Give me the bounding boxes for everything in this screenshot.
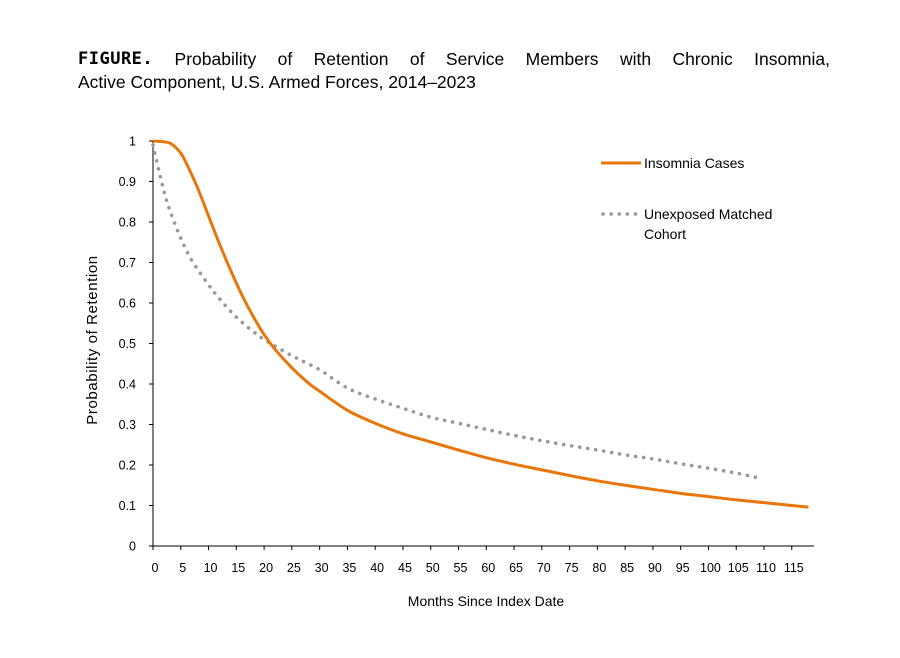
title-word: Members bbox=[525, 49, 599, 69]
title-word: Service bbox=[445, 49, 505, 69]
y-tick-label: 0.9 bbox=[119, 175, 136, 189]
y-tick-label: 0.5 bbox=[119, 337, 136, 351]
y-tick-label: 0.8 bbox=[119, 216, 136, 230]
legend-label-cohort: Unexposed Matched Cohort bbox=[644, 206, 772, 242]
y-tick-label: 0 bbox=[129, 540, 136, 554]
x-tick-label: 70 bbox=[537, 561, 551, 575]
x-tick-label: 45 bbox=[398, 561, 412, 575]
legend: Insomnia Cases Unexposed Matched Cohort bbox=[601, 155, 772, 242]
x-tick-label: 65 bbox=[509, 561, 523, 575]
series-line-1 bbox=[151, 143, 761, 480]
x-tick-label: 20 bbox=[259, 561, 273, 575]
x-tick-label: 40 bbox=[370, 561, 384, 575]
series-layer bbox=[151, 139, 809, 509]
x-tick-label: 105 bbox=[728, 561, 749, 575]
x-tick-label: 10 bbox=[204, 561, 218, 575]
x-tick-label: 80 bbox=[592, 561, 606, 575]
title-word: Chronic bbox=[672, 49, 733, 69]
x-tick-label: 25 bbox=[287, 561, 301, 575]
series-line-0 bbox=[152, 139, 809, 509]
title-word: of bbox=[277, 49, 293, 69]
x-tick-label: 100 bbox=[700, 561, 721, 575]
x-tick-label: 15 bbox=[231, 561, 245, 575]
x-tick-label: 30 bbox=[315, 561, 329, 575]
x-tick-label: 0 bbox=[152, 561, 159, 575]
x-tick-label: 75 bbox=[565, 561, 579, 575]
title-line-2: Active Component, U.S. Armed Forces, 201… bbox=[78, 72, 476, 92]
y-tick-label: 0.3 bbox=[119, 418, 136, 432]
title-word: with bbox=[619, 49, 652, 69]
title-word: of bbox=[409, 49, 425, 69]
y-tick-label: 1 bbox=[129, 135, 136, 149]
x-axis-label: Months Since Index Date bbox=[408, 593, 565, 609]
x-tick-label: 95 bbox=[676, 561, 690, 575]
y-tick-label: 0.1 bbox=[119, 499, 136, 513]
axes: 00.10.20.30.40.50.60.70.80.910 5 10 15 20 25 3… bbox=[84, 135, 814, 609]
figure-title: FIGURE. Probability of Retention of Service M… bbox=[78, 48, 830, 94]
x-tick-label: 35 bbox=[342, 561, 356, 575]
y-tick-label: 0.4 bbox=[119, 378, 136, 392]
y-tick-label: 0.2 bbox=[119, 459, 136, 473]
title-word: Probability bbox=[174, 49, 257, 69]
x-tick-label: 60 bbox=[481, 561, 495, 575]
x-tick-label: 50 bbox=[426, 561, 440, 575]
legend-label-insomnia: Insomnia Cases bbox=[644, 155, 744, 171]
y-tick-label: 0.7 bbox=[119, 256, 136, 270]
title-word: Insomnia, bbox=[754, 49, 830, 69]
y-tick-label: 0.6 bbox=[119, 297, 136, 311]
x-tick-label: 55 bbox=[454, 561, 468, 575]
title-word: Retention bbox=[313, 49, 389, 69]
figure-label: FIGURE. bbox=[78, 49, 154, 69]
x-tick-label: 90 bbox=[648, 561, 662, 575]
x-tick-label: 110 bbox=[756, 561, 776, 575]
y-axis-label: Probability of Retention bbox=[84, 255, 101, 425]
x-tick-label: 85 bbox=[620, 561, 634, 575]
title-line-1: FIGURE. Probability of Retention of Service M… bbox=[78, 48, 830, 71]
x-tick-label: 5 bbox=[179, 561, 186, 575]
x-tick-label: 115 bbox=[784, 561, 804, 575]
